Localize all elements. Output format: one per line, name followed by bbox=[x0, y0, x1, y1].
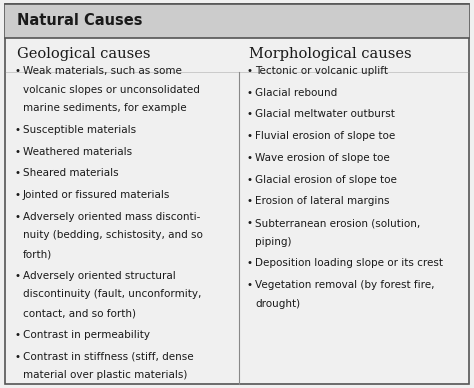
Text: nuity (bedding, schistosity, and so: nuity (bedding, schistosity, and so bbox=[23, 230, 202, 241]
Text: Contrast in stiffness (stiff, dense: Contrast in stiffness (stiff, dense bbox=[23, 352, 193, 362]
Text: •: • bbox=[14, 330, 20, 340]
Text: •: • bbox=[14, 271, 20, 281]
Text: Glacial rebound: Glacial rebound bbox=[255, 88, 337, 98]
Text: Deposition loading slope or its crest: Deposition loading slope or its crest bbox=[255, 258, 443, 268]
Text: Wave erosion of slope toe: Wave erosion of slope toe bbox=[255, 153, 390, 163]
Text: •: • bbox=[246, 175, 253, 185]
Text: •: • bbox=[246, 196, 253, 206]
Text: •: • bbox=[246, 258, 253, 268]
Text: Adversely oriented mass disconti-: Adversely oriented mass disconti- bbox=[23, 212, 200, 222]
Text: Adversely oriented structural: Adversely oriented structural bbox=[23, 271, 175, 281]
Text: •: • bbox=[14, 168, 20, 178]
Text: Erosion of lateral margins: Erosion of lateral margins bbox=[255, 196, 390, 206]
Text: Natural Causes: Natural Causes bbox=[17, 14, 142, 28]
Text: Morphological causes: Morphological causes bbox=[249, 47, 411, 61]
Text: discontinuity (fault, unconformity,: discontinuity (fault, unconformity, bbox=[23, 289, 201, 300]
Text: material over plastic materials): material over plastic materials) bbox=[23, 370, 187, 380]
Text: •: • bbox=[246, 88, 253, 98]
Text: Contrast in permeability: Contrast in permeability bbox=[23, 330, 150, 340]
Text: •: • bbox=[246, 280, 253, 290]
Text: Subterranean erosion (solution,: Subterranean erosion (solution, bbox=[255, 218, 420, 228]
Text: piping): piping) bbox=[255, 237, 292, 247]
Text: •: • bbox=[14, 147, 20, 157]
Text: contact, and so forth): contact, and so forth) bbox=[23, 308, 136, 318]
Text: •: • bbox=[246, 218, 253, 228]
Text: drought): drought) bbox=[255, 299, 300, 309]
Bar bbox=[5, 4, 469, 38]
Text: volcanic slopes or unconsolidated: volcanic slopes or unconsolidated bbox=[23, 85, 200, 95]
Text: •: • bbox=[246, 153, 253, 163]
Text: Susceptible materials: Susceptible materials bbox=[23, 125, 136, 135]
Text: marine sediments, for example: marine sediments, for example bbox=[23, 103, 186, 113]
Text: •: • bbox=[246, 66, 253, 76]
Text: Vegetation removal (by forest fire,: Vegetation removal (by forest fire, bbox=[255, 280, 435, 290]
Text: Glacial erosion of slope toe: Glacial erosion of slope toe bbox=[255, 175, 397, 185]
Text: Weak materials, such as some: Weak materials, such as some bbox=[23, 66, 182, 76]
Text: Fluvial erosion of slope toe: Fluvial erosion of slope toe bbox=[255, 131, 395, 141]
Text: •: • bbox=[14, 125, 20, 135]
Text: forth): forth) bbox=[23, 249, 52, 259]
Text: Sheared materials: Sheared materials bbox=[23, 168, 118, 178]
Text: Weathered materials: Weathered materials bbox=[23, 147, 132, 157]
Text: Geological causes: Geological causes bbox=[17, 47, 150, 61]
Text: Tectonic or volcanic uplift: Tectonic or volcanic uplift bbox=[255, 66, 388, 76]
Text: •: • bbox=[246, 131, 253, 141]
Text: Jointed or fissured materials: Jointed or fissured materials bbox=[23, 190, 170, 200]
Text: •: • bbox=[246, 109, 253, 120]
Text: Glacial meltwater outburst: Glacial meltwater outburst bbox=[255, 109, 395, 120]
Text: •: • bbox=[14, 352, 20, 362]
Text: •: • bbox=[14, 190, 20, 200]
Text: •: • bbox=[14, 66, 20, 76]
Text: •: • bbox=[14, 212, 20, 222]
